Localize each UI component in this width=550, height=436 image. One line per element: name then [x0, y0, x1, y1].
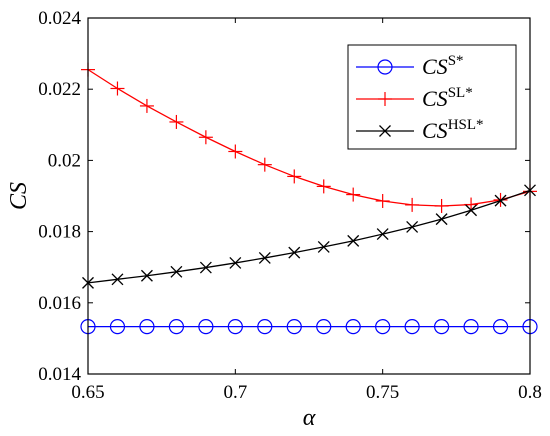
data-point [198, 319, 214, 335]
data-point [111, 273, 124, 286]
data-point [257, 157, 272, 172]
legend-label-main: CS [422, 86, 448, 111]
y-tick-label: 0.024 [38, 8, 81, 29]
data-point [199, 261, 212, 274]
axes-layer: 0.65 0.7 0.75 0.8 0.014 0.016 0.018 0.02 0.022 0.… [6, 8, 542, 431]
data-point [464, 197, 479, 212]
marker-d2 [435, 213, 448, 226]
legend-entry: CSS* [356, 53, 464, 79]
data-point [139, 319, 155, 335]
data-point [316, 179, 331, 194]
legend-marker [377, 59, 393, 75]
legend-marker [379, 125, 391, 137]
legend-entry: CSSL* [356, 85, 473, 111]
data-point [494, 194, 507, 207]
legend-label-sup: SL* [448, 85, 473, 101]
x-tick-label: 0.75 [366, 382, 399, 403]
marker-d2 [376, 228, 389, 241]
y-tick-label: 0.014 [38, 364, 81, 385]
y-tick-label: 0.02 [48, 150, 81, 171]
x-tick-label: 0.7 [223, 382, 247, 403]
data-point [375, 319, 391, 335]
x-tick-label: 0.8 [518, 382, 542, 403]
data-point [434, 319, 450, 335]
marker-d2 [170, 265, 183, 278]
legend-label-sup: S* [448, 53, 464, 69]
legend-label: CSS* [422, 53, 464, 79]
data-point [346, 187, 361, 202]
data-point [287, 169, 302, 184]
data-point [110, 81, 125, 96]
y-tick-label: 0.022 [38, 79, 81, 100]
data-point [405, 197, 420, 212]
axes-frame [87, 17, 531, 375]
data-point [286, 319, 302, 335]
series-line [87, 189, 531, 284]
legend-label: CSHSL* [422, 117, 484, 143]
marker-d2 [288, 246, 301, 259]
marker-d2 [379, 125, 391, 137]
legend-label-main: CS [422, 54, 448, 79]
series-line [87, 69, 531, 207]
legend-label-main: CS [422, 118, 448, 143]
data-point [169, 114, 184, 129]
marker-d2 [317, 240, 330, 253]
data-point [170, 265, 183, 278]
legend-marker [378, 92, 392, 106]
y-axis-label: CS [6, 182, 32, 210]
data-point [257, 319, 273, 335]
data-point [347, 234, 360, 247]
data-point [406, 221, 419, 233]
series-sl-star [81, 62, 537, 213]
data-point [168, 319, 184, 335]
marker-d2 [406, 221, 419, 233]
data-point [404, 319, 420, 335]
data-point [376, 228, 389, 241]
marker-d2 [229, 256, 242, 269]
data-point [435, 213, 448, 226]
data-point [227, 319, 243, 335]
marker-d2 [111, 273, 124, 286]
data-point [109, 319, 126, 335]
marker-d2 [347, 234, 360, 247]
legend-entry: CSHSL* [356, 117, 484, 143]
x-tick-label: 0.65 [71, 382, 104, 403]
legend-box [347, 44, 517, 150]
x-axis-label: α [303, 405, 316, 431]
y-tick-label: 0.018 [38, 222, 81, 243]
marker-d2 [140, 269, 153, 282]
data-point [434, 198, 449, 213]
legend-label: CSSL* [422, 85, 473, 111]
legend: CSS*CSSL*CSHSL* [347, 44, 517, 150]
data-point [288, 246, 301, 259]
legend-label-sup: HSL* [448, 117, 484, 133]
series-hsl-star [82, 184, 536, 289]
marker-d2 [199, 261, 212, 274]
data-point [258, 251, 271, 264]
marker-d2 [258, 251, 271, 264]
data-point [229, 256, 242, 269]
data-point [492, 319, 509, 335]
data-point [228, 144, 243, 159]
data-point [375, 193, 390, 208]
marker-d2 [465, 204, 478, 217]
data-point [139, 98, 154, 113]
data-point [198, 130, 213, 145]
data-point [465, 204, 478, 217]
data-point [140, 269, 153, 282]
data-point [316, 319, 332, 335]
data-point [317, 240, 330, 253]
data-point [345, 319, 361, 335]
marker-d2 [494, 194, 507, 207]
data-point [463, 319, 479, 335]
y-tick-label: 0.016 [38, 293, 81, 314]
